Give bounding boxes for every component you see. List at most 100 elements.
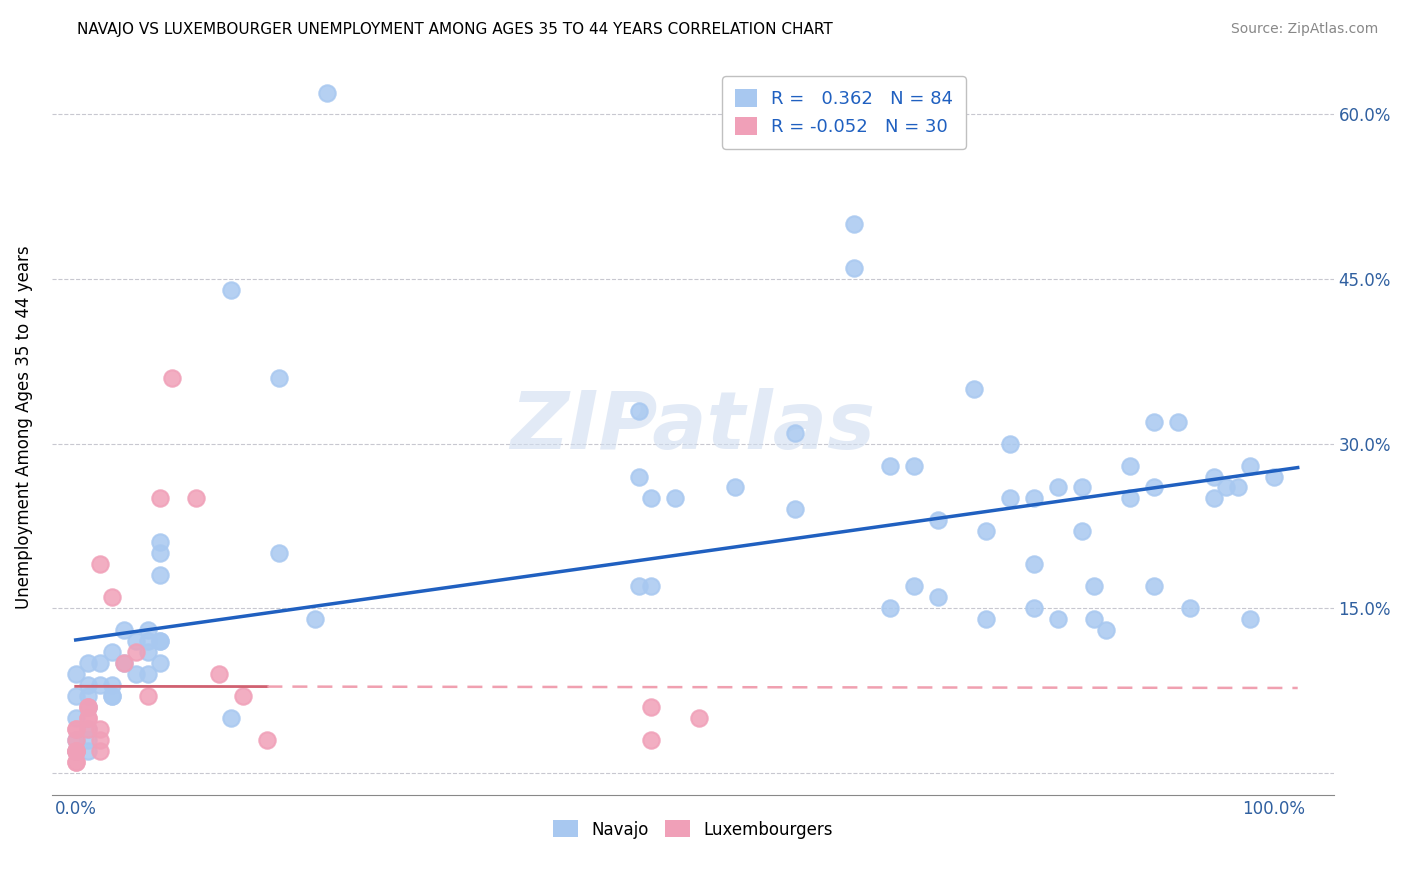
Point — [1024, 491, 1046, 506]
Point — [903, 579, 925, 593]
Point — [100, 689, 122, 703]
Point — [269, 546, 291, 560]
Point — [879, 458, 901, 473]
Point — [304, 612, 326, 626]
Point — [974, 612, 997, 626]
Point — [65, 689, 87, 703]
Point — [1167, 415, 1189, 429]
Point — [76, 722, 98, 736]
Point — [1095, 623, 1118, 637]
Point — [927, 591, 949, 605]
Point — [783, 502, 806, 516]
Point — [136, 623, 159, 637]
Point — [76, 678, 98, 692]
Point — [76, 689, 98, 703]
Point — [1071, 481, 1094, 495]
Point — [89, 722, 111, 736]
Point — [89, 732, 111, 747]
Legend: Navajo, Luxembourgers: Navajo, Luxembourgers — [546, 814, 839, 846]
Point — [844, 261, 866, 276]
Point — [136, 689, 159, 703]
Point — [1024, 601, 1046, 615]
Point — [1071, 524, 1094, 539]
Point — [640, 700, 662, 714]
Point — [76, 711, 98, 725]
Point — [627, 579, 650, 593]
Point — [1215, 481, 1237, 495]
Point — [76, 722, 98, 736]
Point — [76, 700, 98, 714]
Point — [640, 491, 662, 506]
Point — [221, 283, 243, 297]
Point — [1202, 469, 1225, 483]
Point — [136, 634, 159, 648]
Point — [148, 491, 170, 506]
Point — [998, 436, 1021, 450]
Point — [316, 86, 339, 100]
Point — [1143, 481, 1166, 495]
Text: Source: ZipAtlas.com: Source: ZipAtlas.com — [1230, 22, 1378, 37]
Point — [65, 732, 87, 747]
Point — [76, 700, 98, 714]
Point — [879, 601, 901, 615]
Point — [998, 491, 1021, 506]
Point — [627, 403, 650, 417]
Point — [100, 591, 122, 605]
Text: NAVAJO VS LUXEMBOURGER UNEMPLOYMENT AMONG AGES 35 TO 44 YEARS CORRELATION CHART: NAVAJO VS LUXEMBOURGER UNEMPLOYMENT AMON… — [77, 22, 834, 37]
Point — [627, 469, 650, 483]
Point — [1226, 481, 1249, 495]
Point — [1143, 579, 1166, 593]
Point — [112, 656, 135, 670]
Point — [640, 579, 662, 593]
Point — [76, 732, 98, 747]
Point — [1239, 458, 1261, 473]
Point — [124, 667, 146, 681]
Point — [723, 481, 745, 495]
Point — [100, 689, 122, 703]
Point — [1178, 601, 1201, 615]
Point — [76, 711, 98, 725]
Point — [903, 458, 925, 473]
Point — [927, 513, 949, 527]
Point — [1239, 612, 1261, 626]
Point — [65, 722, 87, 736]
Point — [664, 491, 686, 506]
Text: ZIPatlas: ZIPatlas — [510, 388, 875, 467]
Point — [65, 744, 87, 758]
Point — [148, 634, 170, 648]
Point — [76, 744, 98, 758]
Point — [184, 491, 207, 506]
Point — [65, 744, 87, 758]
Point — [640, 732, 662, 747]
Point — [148, 535, 170, 549]
Point — [89, 678, 111, 692]
Point — [1047, 481, 1070, 495]
Point — [783, 425, 806, 440]
Point — [89, 656, 111, 670]
Point — [124, 634, 146, 648]
Point — [232, 689, 254, 703]
Point — [256, 732, 278, 747]
Point — [148, 656, 170, 670]
Point — [136, 645, 159, 659]
Point — [1024, 558, 1046, 572]
Point — [76, 656, 98, 670]
Point — [112, 656, 135, 670]
Point — [1143, 415, 1166, 429]
Point — [100, 678, 122, 692]
Point — [148, 546, 170, 560]
Point — [65, 732, 87, 747]
Point — [160, 371, 183, 385]
Y-axis label: Unemployment Among Ages 35 to 44 years: Unemployment Among Ages 35 to 44 years — [15, 245, 32, 609]
Point — [65, 744, 87, 758]
Point — [1119, 458, 1142, 473]
Point — [124, 645, 146, 659]
Point — [100, 645, 122, 659]
Point — [269, 371, 291, 385]
Point — [65, 667, 87, 681]
Point — [65, 711, 87, 725]
Point — [136, 667, 159, 681]
Point — [1083, 579, 1105, 593]
Point — [148, 634, 170, 648]
Point — [112, 623, 135, 637]
